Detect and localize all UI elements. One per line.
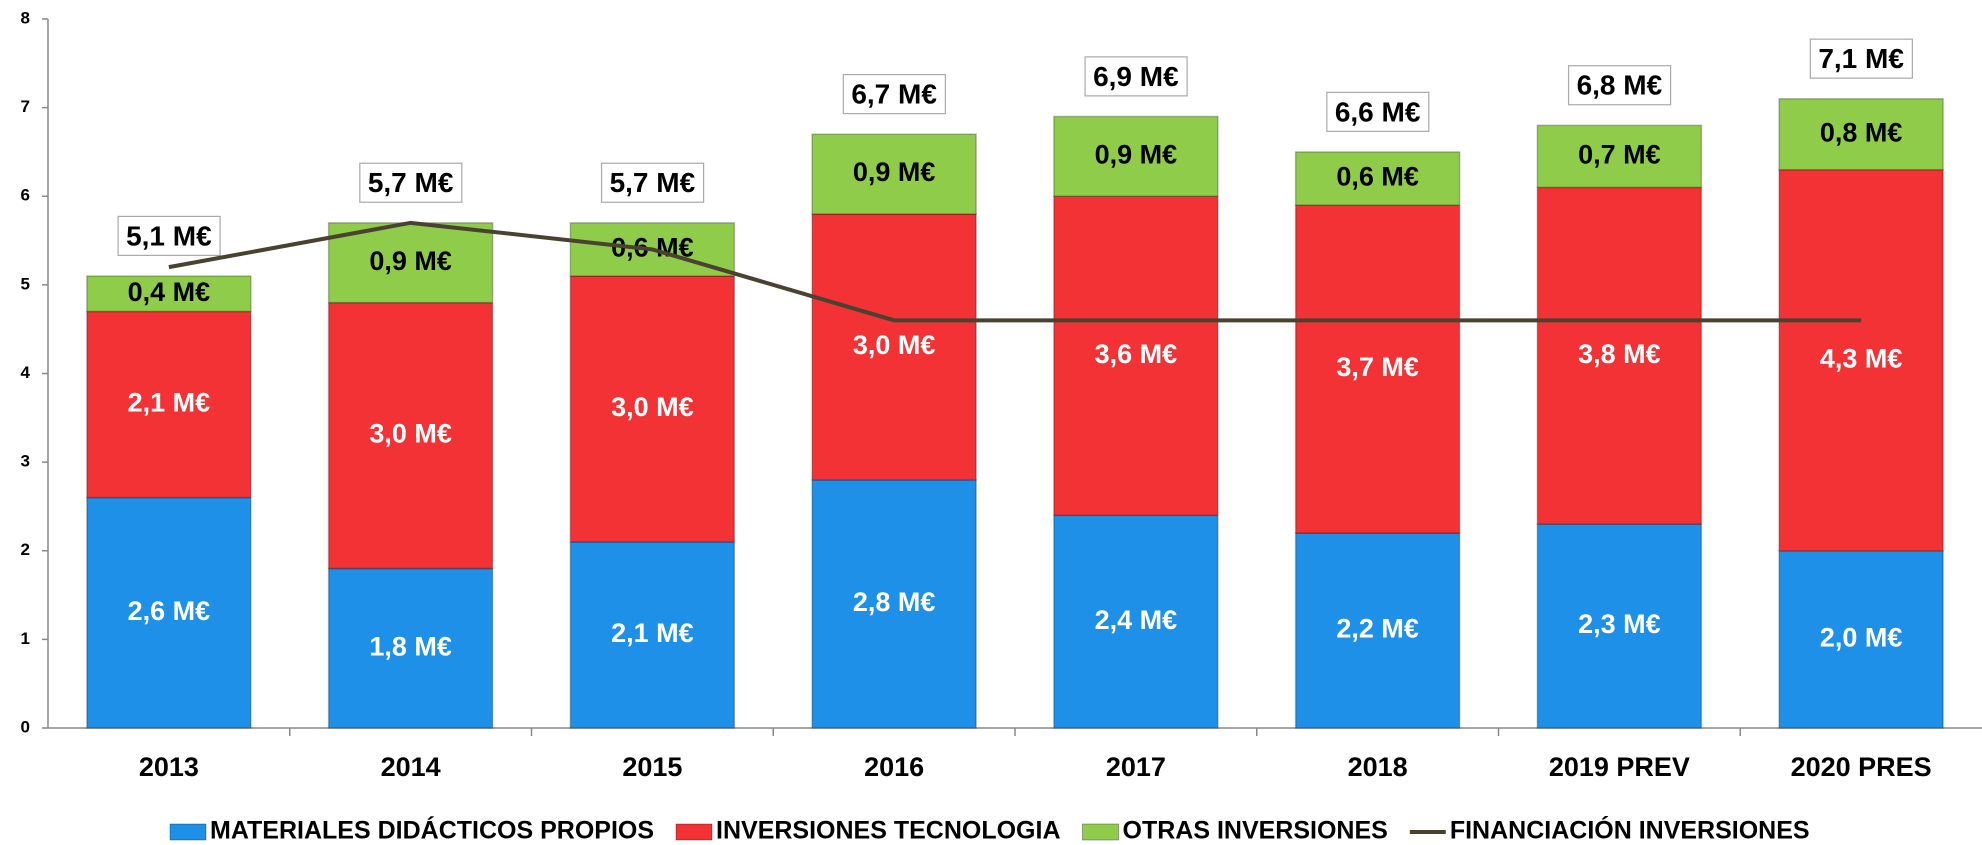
data-label: 2,0 M€: [1820, 623, 1903, 653]
total-label: 5,1 M€: [126, 220, 212, 251]
data-label: 0,4 M€: [128, 277, 211, 307]
data-label: 3,0 M€: [369, 419, 452, 449]
total-label-box: [1084, 56, 1188, 97]
y-tick-label: 8: [21, 8, 30, 27]
total-label-box: [117, 215, 221, 257]
data-label: 1,8 M€: [369, 631, 452, 661]
x-tick-label: 2015: [622, 752, 682, 782]
bar-segment: [327, 222, 494, 304]
x-tick-label: 2017: [1106, 752, 1166, 782]
data-label: 2,6 M€: [128, 596, 211, 626]
bar-segment: [811, 133, 977, 215]
data-label: 0,7 M€: [1578, 139, 1661, 169]
data-label: 0,6 M€: [1336, 162, 1419, 192]
legend-label: OTRAS INVERSIONES: [1123, 817, 1388, 845]
bar-segment: [1294, 151, 1461, 206]
data-label: 2,8 M€: [853, 587, 936, 617]
data-label: 0,8 M€: [1820, 117, 1903, 147]
data-label: 2,1 M€: [128, 388, 211, 418]
legend-swatch: [1082, 823, 1119, 841]
y-tick-label: 6: [21, 186, 30, 205]
bar-segment: [1778, 98, 1944, 171]
bar-segment: [1536, 124, 1703, 189]
data-label: 0,9 M€: [369, 246, 452, 276]
x-tick-label: 2014: [381, 752, 441, 782]
bar-segment: [1053, 115, 1219, 197]
legend-label: INVERSIONES TECNOLOGIA: [716, 817, 1060, 845]
x-tick-label: 2016: [864, 752, 924, 782]
total-label: 6,8 M€: [1577, 70, 1663, 101]
x-tick-label: 2018: [1348, 752, 1408, 782]
total-label: 5,7 M€: [610, 167, 696, 198]
y-tick-label: 3: [21, 452, 30, 471]
y-tick-label: 0: [21, 717, 30, 736]
bar-segment: [86, 275, 252, 313]
data-label: 2,2 M€: [1336, 614, 1419, 644]
total-label: 6,7 M€: [851, 79, 937, 110]
y-tick-label: 7: [21, 97, 30, 116]
data-label: 3,6 M€: [1095, 339, 1178, 369]
data-label: 2,4 M€: [1095, 605, 1178, 635]
data-label: 3,8 M€: [1578, 339, 1661, 369]
bar-segment: [1053, 514, 1219, 729]
data-label: 0,9 M€: [853, 157, 936, 187]
x-tick-label: 2019 PREV: [1549, 752, 1690, 782]
total-label: 6,9 M€: [1093, 61, 1179, 92]
data-label: 4,3 M€: [1820, 343, 1903, 373]
data-label: 3,7 M€: [1336, 352, 1419, 382]
x-tick-label: 2013: [139, 752, 199, 782]
bar-segment: [1536, 523, 1703, 729]
total-label: 7,1 M€: [1818, 43, 1904, 74]
x-tick-label: 2020 PRES: [1791, 752, 1932, 782]
bar-segment: [1294, 204, 1461, 534]
total-label-box: [359, 162, 463, 203]
bar-segment: [1053, 195, 1219, 517]
legend-label: MATERIALES DIDÁCTICOS PROPIOS: [210, 816, 654, 845]
bar-segment: [327, 301, 494, 570]
y-tick-label: 2: [21, 540, 30, 559]
bar-segment: [1778, 168, 1944, 552]
bar-segment: [811, 213, 977, 481]
y-tick-label: 4: [21, 363, 31, 382]
total-label-box: [1326, 91, 1430, 132]
total-label: 5,7 M€: [368, 167, 454, 198]
bar-segment: [1536, 186, 1703, 525]
data-label: 3,0 M€: [611, 392, 694, 422]
legend-swatch: [169, 823, 207, 841]
data-label: 3,0 M€: [853, 330, 936, 360]
bar-segment: [569, 275, 736, 543]
bar-segment: [1294, 532, 1461, 729]
total-label-box: [1809, 38, 1913, 79]
legend-swatch: [675, 823, 713, 841]
bar-segment: [1778, 550, 1944, 729]
data-label: 2,3 M€: [1578, 609, 1661, 639]
total-label-box: [1567, 65, 1672, 106]
line-series: [168, 220, 1862, 323]
data-label: 0,9 M€: [1095, 139, 1178, 169]
y-tick-label: 1: [21, 629, 30, 648]
total-label: 6,6 M€: [1335, 96, 1421, 127]
y-tick-label: 5: [21, 274, 30, 293]
bar-segment: [327, 567, 494, 729]
data-label: 2,1 M€: [611, 618, 694, 648]
bar-segment: [569, 541, 736, 729]
total-label-box: [600, 162, 705, 203]
total-label-box: [842, 74, 946, 115]
legend-label: FINANCIACIÓN INVERSIONES: [1450, 815, 1810, 845]
